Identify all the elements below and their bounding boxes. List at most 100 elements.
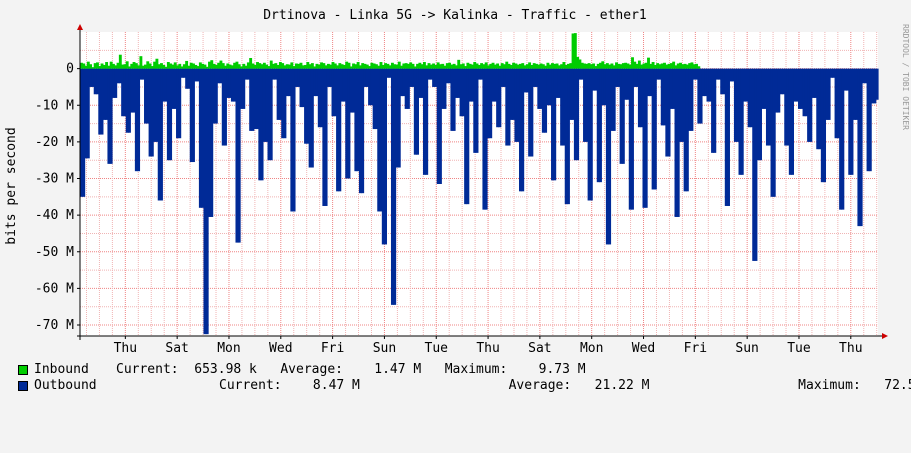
inbound-bar	[329, 64, 333, 69]
outbound-bar	[578, 68, 582, 80]
outbound-bar	[91, 68, 95, 87]
outbound-bar	[690, 68, 694, 131]
inbound-bar	[621, 63, 625, 69]
inbound-bar	[393, 64, 397, 69]
outbound-bar	[786, 68, 790, 146]
inbound-bar	[498, 65, 502, 69]
outbound-bar	[105, 68, 109, 120]
outbound-bar	[251, 68, 255, 131]
inbound-bar	[272, 63, 275, 69]
inbound-bar	[224, 65, 227, 69]
outbound-bar	[859, 68, 863, 227]
inbound-bar	[123, 64, 127, 69]
outbound-bar	[427, 68, 431, 80]
outbound-bar	[772, 68, 776, 197]
outbound-bar	[473, 68, 477, 153]
outbound-bar	[855, 68, 859, 120]
outbound-bar	[274, 68, 278, 80]
watermark: RRDTOOL / TOBI OETIKER	[901, 24, 910, 130]
inbound-bar	[585, 63, 589, 69]
outbound-bar	[491, 68, 495, 102]
y-tick-label: 0	[66, 62, 74, 77]
outbound-bar	[836, 68, 840, 139]
outbound-bar	[377, 68, 381, 212]
outbound-bar	[141, 68, 145, 80]
inbound-bar	[340, 64, 344, 69]
outbound-bar	[192, 68, 195, 163]
outbound-bar	[356, 68, 360, 172]
outbound-bar	[813, 68, 817, 98]
inbound-bar	[349, 66, 353, 69]
inbound-bar	[505, 61, 509, 69]
outbound-bar	[521, 68, 525, 192]
inbound-bar	[374, 64, 378, 69]
outbound-bar	[839, 68, 843, 210]
x-tick-label: Thu	[476, 341, 499, 356]
inbound-bar	[466, 62, 470, 69]
inbound-bar	[660, 63, 664, 69]
inbound-bar	[612, 65, 616, 69]
inbound-bar	[685, 64, 689, 69]
inbound-bar	[253, 64, 257, 69]
inbound-bar	[516, 64, 520, 69]
inbound-bar	[98, 66, 102, 69]
inbound-bar	[361, 63, 365, 69]
inbound-bar	[235, 61, 239, 69]
inbound-bar	[443, 65, 447, 69]
outbound-bar	[226, 68, 230, 98]
inbound-bar	[631, 57, 634, 69]
x-tick-label: Mon	[580, 341, 603, 356]
outbound-bar	[797, 68, 801, 109]
outbound-bar	[137, 68, 141, 172]
outbound-bar	[185, 68, 189, 89]
inbound-bar	[134, 63, 138, 69]
outbound-bar	[594, 68, 598, 91]
outbound-bar	[171, 68, 175, 109]
inbound-bar	[317, 64, 321, 69]
inbound-swatch	[18, 365, 28, 375]
inbound-bar	[89, 64, 93, 69]
outbound-bar	[114, 68, 118, 98]
outbound-bar	[308, 68, 312, 168]
outbound-bar	[285, 68, 289, 97]
inbound-bar	[635, 63, 639, 69]
outbound-bar	[569, 68, 573, 120]
outbound-bar	[148, 68, 152, 157]
outbound-bar	[157, 68, 161, 201]
inbound-bar	[548, 64, 552, 69]
inbound-bar	[285, 64, 289, 69]
inbound-bar	[553, 63, 557, 69]
outbound-bar	[121, 68, 125, 117]
outbound-bar	[438, 68, 442, 184]
outbound-bar	[198, 68, 202, 208]
outbound-bar	[676, 68, 680, 217]
outbound-bar	[807, 68, 811, 142]
outbound-bar	[861, 68, 865, 84]
outbound-bar	[829, 68, 833, 78]
inbound-bar	[93, 63, 97, 69]
outbound-bar	[763, 68, 767, 109]
y-tick-label: -20 M	[35, 135, 74, 150]
outbound-bar	[96, 68, 99, 95]
inbound-bar	[226, 63, 230, 69]
outbound-bar	[315, 68, 319, 97]
outbound-bar	[434, 68, 438, 87]
outbound-bar	[514, 68, 518, 142]
y-tick-label: -60 M	[35, 281, 74, 296]
inbound-bar	[649, 63, 653, 69]
outbound-bar	[125, 68, 129, 133]
inbound-bar	[624, 62, 628, 69]
outbound-bar	[160, 68, 163, 201]
outbound-bar	[347, 68, 351, 179]
inbound-bar	[683, 63, 687, 69]
inbound-bar	[189, 62, 193, 69]
outbound-bar	[560, 68, 564, 146]
outbound-bar	[683, 68, 687, 192]
outbound-bar	[361, 68, 365, 194]
inbound-bar	[397, 61, 401, 69]
outbound-bar	[745, 68, 749, 102]
outbound-bar	[811, 68, 815, 98]
outbound-bar	[713, 68, 717, 153]
outbound-bar	[658, 68, 662, 80]
outbound-bar	[256, 68, 259, 130]
